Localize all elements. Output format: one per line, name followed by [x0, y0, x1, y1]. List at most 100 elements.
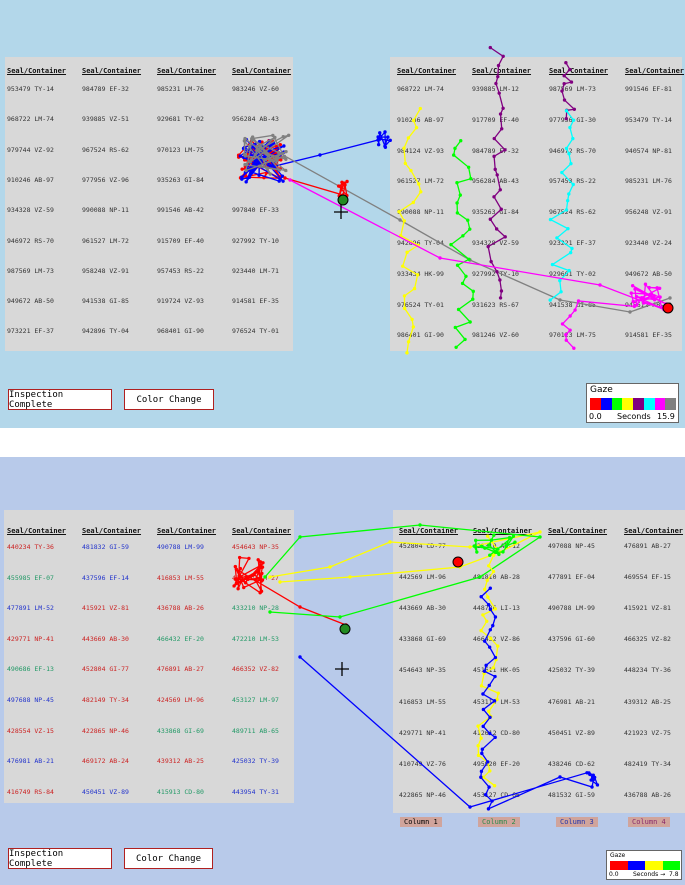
seal-cell[interactable]: 469172 AB-24 [82, 757, 129, 766]
seal-cell[interactable]: 454643 NP-35 [399, 666, 446, 675]
seal-cell[interactable]: 425032 TY-39 [232, 757, 279, 766]
seal-cell[interactable]: 442569 LM-96 [399, 573, 446, 582]
seal-cell[interactable]: 957453 RS-22 [549, 177, 596, 186]
seal-cell[interactable]: 415921 VZ-81 [82, 604, 129, 613]
seal-cell[interactable]: 436788 AB-26 [624, 790, 671, 799]
seal-cell[interactable]: 476891 AB-27 [624, 542, 671, 550]
seal-cell[interactable]: 439312 AB-25 [157, 757, 204, 766]
seal-cell[interactable]: 481532 GI-59 [548, 790, 595, 799]
seal-cell[interactable]: 976524 TY-01 [232, 327, 279, 336]
seal-cell[interactable]: 433210 NP-28 [232, 604, 279, 613]
seal-cell[interactable]: 452804 GI-77 [82, 665, 129, 674]
seal-cell[interactable]: 914581 EF-35 [625, 331, 672, 340]
seal-cell[interactable]: 946972 RS-70 [7, 236, 54, 245]
seal-cell[interactable]: 956284 AB-43 [232, 115, 279, 124]
seal-cell[interactable]: 477891 EF-04 [548, 573, 595, 582]
seal-cell[interactable]: 437596 EF-14 [82, 573, 129, 582]
seal-cell[interactable]: 910246 AB-97 [397, 115, 444, 124]
seal-cell[interactable]: 453127 CD-66 [473, 790, 520, 799]
seal-cell[interactable]: 476981 AB-21 [7, 757, 54, 766]
seal-cell[interactable]: 433868 GI-69 [399, 635, 446, 644]
seal-cell[interactable]: 990088 NP-11 [397, 208, 444, 217]
seal-cell[interactable]: 977956 GI-30 [549, 115, 596, 124]
seal-cell[interactable]: 942896 TY-04 [82, 327, 129, 336]
seal-cell[interactable]: 927992 TY-10 [232, 236, 279, 245]
seal-cell[interactable]: 436788 AB-26 [157, 604, 204, 613]
seal-cell[interactable]: 953479 TY-14 [625, 115, 672, 124]
seal-cell[interactable]: 939885 LM-12 [472, 85, 519, 93]
seal-cell[interactable]: 919724 VZ-93 [157, 297, 204, 306]
seal-cell[interactable]: 991546 AB-42 [157, 206, 204, 215]
seal-cell[interactable]: 986401 GI-90 [397, 331, 444, 340]
seal-cell[interactable]: 977956 VZ-96 [82, 175, 129, 184]
seal-cell[interactable]: 481832 GI-59 [82, 543, 129, 551]
seal-cell[interactable]: 957453 RS-22 [157, 266, 204, 275]
seal-cell[interactable]: 490788 LM-99 [157, 543, 204, 551]
seal-cell[interactable]: 412612 CD-80 [473, 728, 520, 737]
seal-cell[interactable]: 979744 VZ-92 [7, 145, 54, 154]
seal-cell[interactable]: 961527 LM-72 [397, 177, 444, 186]
seal-cell[interactable]: 428554 VZ-15 [7, 726, 54, 735]
seal-cell[interactable]: 987569 LM-73 [7, 266, 54, 275]
seal-cell[interactable]: 991546 EF-81 [625, 85, 672, 93]
seal-cell[interactable]: 967524 RS-62 [549, 208, 596, 217]
seal-cell[interactable]: 935263 GI-84 [157, 175, 204, 184]
seal-cell[interactable]: 454643 NP-35 [232, 543, 279, 551]
seal-cell[interactable]: 422865 NP-46 [82, 726, 129, 735]
seal-cell[interactable]: 421923 VZ-75 [624, 728, 671, 737]
seal-cell[interactable]: 450451 VZ-89 [82, 787, 129, 796]
seal-cell[interactable]: 985231 LM-76 [157, 85, 204, 93]
seal-cell[interactable]: 923440 LM-71 [232, 266, 279, 275]
seal-cell[interactable]: 917709 EF-40 [472, 115, 519, 124]
seal-cell[interactable]: 472210 LM-53 [232, 634, 279, 643]
seal-cell[interactable]: 942896 TY-04 [397, 239, 444, 247]
seal-cell[interactable]: 489711 AB-65 [232, 726, 279, 735]
seal-cell[interactable]: 433868 GI-69 [157, 726, 204, 735]
seal-cell[interactable]: 469554 EF-15 [624, 573, 671, 582]
seal-cell[interactable]: 455985 EF-07 [7, 573, 54, 582]
seal-cell[interactable]: 450451 VZ-89 [548, 728, 595, 737]
seal-cell[interactable]: 941538 GI-85 [82, 297, 129, 306]
seal-cell[interactable]: 410749 VZ-76 [399, 759, 446, 768]
seal-cell[interactable]: 425032 TY-39 [548, 666, 595, 675]
seal-cell[interactable]: 958248 VZ-91 [82, 266, 129, 275]
seal-cell[interactable]: 940574 NP-81 [625, 146, 672, 155]
seal-cell[interactable]: 453127 LM-97 [232, 696, 279, 704]
inspection-complete-button[interactable]: Inspection Complete [8, 389, 112, 410]
seal-cell[interactable]: 956284 AB-43 [472, 177, 519, 186]
seal-cell[interactable]: 422865 NP-46 [399, 790, 446, 799]
seal-cell[interactable]: 970123 LM-75 [157, 145, 204, 154]
seal-cell[interactable]: 976524 TY-01 [397, 300, 444, 309]
seal-cell[interactable]: 968722 LM-74 [7, 115, 54, 124]
seal-cell[interactable]: 415921 VZ-81 [624, 604, 671, 613]
seal-cell[interactable]: 997840 EF-33 [232, 206, 279, 215]
seal-cell[interactable]: 923440 VZ-24 [625, 239, 672, 247]
seal-cell[interactable]: 910246 AB-97 [7, 175, 54, 184]
seal-cell[interactable]: 915709 EF-40 [157, 236, 204, 245]
seal-cell[interactable]: 416853 LM-55 [157, 573, 204, 582]
seal-cell[interactable]: 466325 VZ-82 [624, 635, 671, 644]
seal-cell[interactable]: 416853 LM-55 [399, 697, 446, 706]
seal-cell[interactable]: 968722 LM-74 [397, 85, 444, 93]
seal-cell[interactable]: 949672 AB-50 [7, 297, 54, 306]
seal-cell[interactable]: 466352 VZ-82 [232, 665, 279, 674]
seal-cell[interactable]: 443669 AB-30 [82, 634, 129, 643]
seal-cell[interactable]: 934328 VZ-59 [472, 239, 519, 247]
seal-cell[interactable]: 983246 VZ-60 [232, 85, 279, 93]
seal-cell[interactable]: 987569 LM-73 [549, 85, 596, 93]
seal-cell[interactable]: 438246 CD-62 [548, 759, 595, 768]
seal-cell[interactable]: 476981 AB-21 [548, 697, 595, 706]
seal-cell[interactable]: 466432 VZ-86 [473, 635, 520, 644]
seal-cell[interactable]: 923221 EF-37 [549, 239, 596, 247]
seal-cell[interactable]: 967524 RS-62 [82, 145, 129, 154]
seal-cell[interactable]: 973221 EF-37 [7, 327, 54, 336]
seal-cell[interactable]: 448786 LI-13 [473, 604, 520, 613]
seal-cell[interactable]: 935263 GI-84 [472, 208, 519, 217]
seal-cell[interactable]: 476891 AB-27 [157, 665, 204, 674]
seal-cell[interactable]: 933434 HK-99 [397, 269, 444, 278]
seal-cell[interactable]: 970123 LM-75 [549, 331, 596, 340]
inspection-complete-button[interactable]: Inspection Complete [8, 848, 112, 869]
seal-cell[interactable]: 415913 CD-80 [157, 787, 204, 796]
seal-cell[interactable]: 984789 EF-32 [472, 146, 519, 155]
seal-cell[interactable]: 452804 CD-77 [399, 542, 446, 550]
